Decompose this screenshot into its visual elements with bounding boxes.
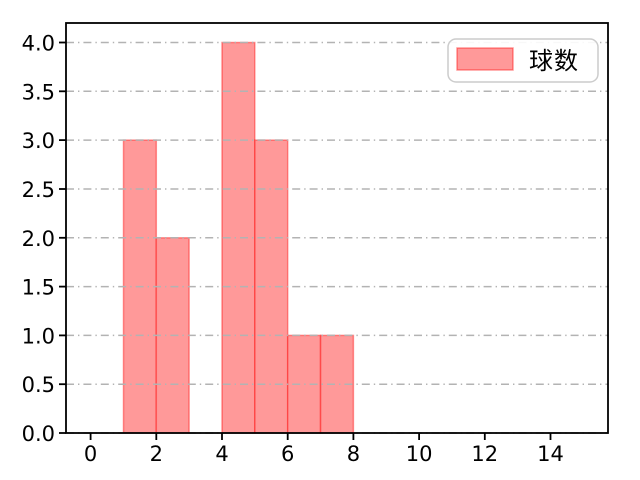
y-tick-label: 0.5 [22, 373, 55, 397]
x-tick-label: 14 [537, 442, 564, 466]
y-tick-label: 3.5 [22, 80, 55, 104]
legend: 球数 [447, 38, 599, 83]
x-tick-label: 12 [471, 442, 498, 466]
y-tick-label: 0.0 [22, 422, 55, 446]
x-tick-label: 6 [281, 442, 294, 466]
x-tick-label: 8 [347, 442, 360, 466]
plot-frame [65, 22, 609, 434]
y-tick-label: 2.0 [22, 227, 55, 251]
x-tick-label: 4 [215, 442, 228, 466]
y-tick-label: 1.0 [22, 324, 55, 348]
y-tick-label: 2.5 [22, 178, 55, 202]
x-tick-label: 2 [150, 442, 163, 466]
y-axis-group: 0.0 0.5 1.0 1.5 2.0 2.5 3.0 3.5 4.0 [22, 32, 66, 446]
legend-swatch [456, 47, 514, 71]
y-tick-label: 1.5 [22, 276, 55, 300]
x-axis-group: 0 2 4 6 8 10 12 14 [84, 433, 564, 466]
x-tick-label: 10 [406, 442, 433, 466]
y-tick-label: 3.0 [22, 129, 55, 153]
legend-label: 球数 [529, 47, 579, 75]
x-tick-label: 0 [84, 442, 97, 466]
y-tick-label: 4.0 [22, 32, 55, 56]
